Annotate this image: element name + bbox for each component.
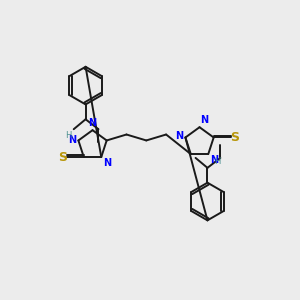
Text: H: H xyxy=(214,157,220,166)
Text: H: H xyxy=(65,131,72,140)
Text: N: N xyxy=(68,136,76,146)
Text: S: S xyxy=(58,151,68,164)
Text: N: N xyxy=(200,115,209,125)
Text: S: S xyxy=(230,131,239,144)
Text: N: N xyxy=(103,158,111,168)
Text: N: N xyxy=(88,118,97,128)
Text: N: N xyxy=(175,131,183,142)
Text: N: N xyxy=(210,155,218,165)
